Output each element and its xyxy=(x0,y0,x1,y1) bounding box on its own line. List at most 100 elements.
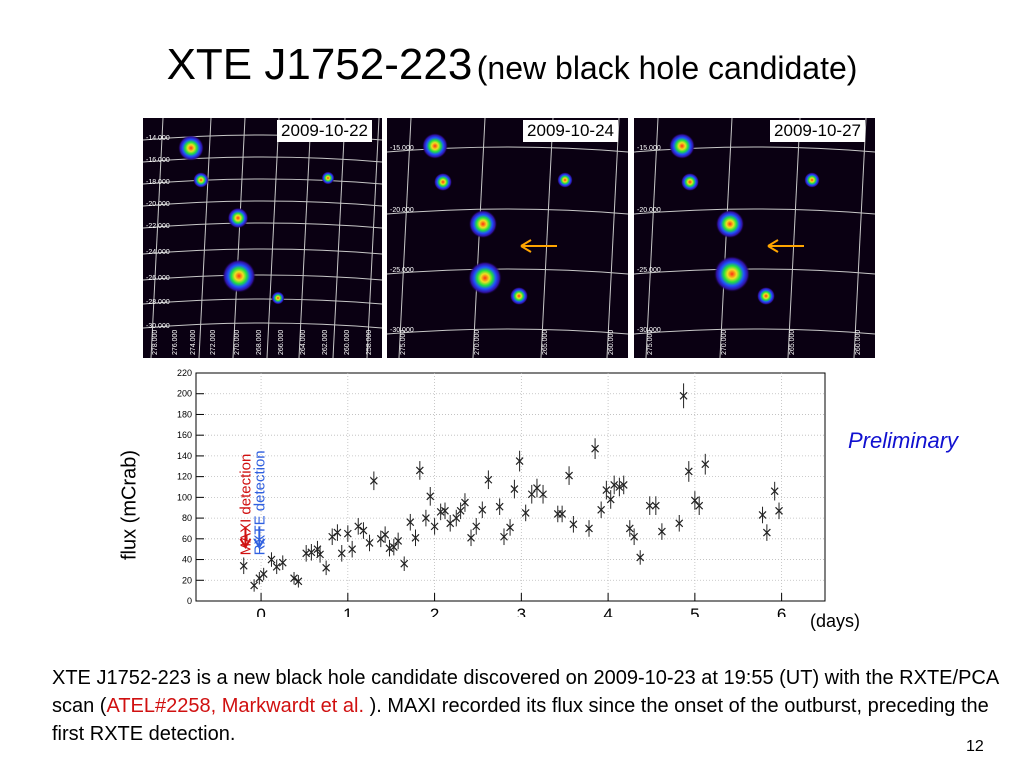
point-marker xyxy=(359,526,368,535)
right-ascension-label: 265.000 xyxy=(542,330,549,355)
point-marker xyxy=(446,519,455,528)
x-ray-source xyxy=(193,172,209,188)
point-marker xyxy=(441,506,449,515)
data-point xyxy=(506,519,514,536)
y-tick-label: 180 xyxy=(177,409,192,419)
image-date: 2009-10-22 xyxy=(277,120,372,142)
data-point xyxy=(411,529,420,547)
data-point xyxy=(294,575,303,588)
point-marker xyxy=(348,545,357,554)
title-subtitle: (new black hole candidate) xyxy=(476,50,858,86)
x-ray-source xyxy=(271,291,285,305)
right-ascension-label: 262.000 xyxy=(322,330,329,355)
grid-line xyxy=(398,118,412,358)
point-marker xyxy=(506,523,514,532)
right-ascension-label: 268.000 xyxy=(256,330,263,355)
grid-line xyxy=(472,118,486,358)
data-point xyxy=(684,461,693,482)
right-ascension-label: 270.000 xyxy=(474,330,481,355)
sky-map: -14.000 -16.000 -18.000 -20.000 -22.000 -24.0… xyxy=(143,118,382,358)
data-point xyxy=(290,571,298,585)
right-ascension-label: 272.000 xyxy=(210,330,217,355)
y-tick-label: 100 xyxy=(177,492,192,502)
right-ascension-label: 260.000 xyxy=(344,330,351,355)
point-marker xyxy=(539,490,547,499)
data-point xyxy=(354,518,363,535)
data-point xyxy=(636,550,645,565)
right-ascension-label: 266.000 xyxy=(278,330,285,355)
point-marker xyxy=(636,553,645,562)
data-point xyxy=(521,504,530,522)
y-tick-label: 120 xyxy=(177,472,192,482)
data-point xyxy=(267,552,276,567)
grid-line xyxy=(387,268,628,275)
declination-label: -16.000 xyxy=(146,157,170,164)
point-marker xyxy=(239,561,248,570)
right-ascension-label: 270.000 xyxy=(721,330,728,355)
data-point xyxy=(515,450,524,472)
grid-line xyxy=(143,322,382,329)
data-point xyxy=(675,514,684,532)
grid-line xyxy=(143,156,382,163)
grid-line xyxy=(606,118,620,358)
grid-line xyxy=(332,118,346,358)
right-ascension-label: 264.000 xyxy=(300,330,307,355)
data-point xyxy=(630,528,639,546)
point-marker xyxy=(684,467,693,476)
data-point xyxy=(441,502,449,520)
y-tick-label: 140 xyxy=(177,451,192,461)
preliminary-label: Preliminary xyxy=(848,428,959,453)
point-marker xyxy=(389,543,398,552)
point-marker xyxy=(515,457,524,466)
point-marker xyxy=(615,483,624,491)
x-ray-source xyxy=(222,259,256,293)
data-point xyxy=(585,520,593,537)
declination-label: -30.000 xyxy=(390,327,414,334)
data-point xyxy=(259,567,268,581)
data-point xyxy=(762,524,771,541)
grid-line xyxy=(387,208,628,215)
grid-line xyxy=(366,118,380,358)
point-marker xyxy=(625,524,634,533)
declination-label: -20.000 xyxy=(637,207,661,214)
x-ray-source xyxy=(715,209,745,239)
point-marker xyxy=(394,536,403,545)
data-point xyxy=(619,475,628,495)
point-marker xyxy=(278,558,287,567)
point-marker xyxy=(328,532,337,541)
x-tick-label: 3 xyxy=(517,605,526,617)
grid-line xyxy=(645,118,659,358)
declination-label: -18.000 xyxy=(146,179,170,186)
grid-line xyxy=(540,118,554,358)
right-ascension-label: 258.000 xyxy=(366,330,373,355)
x-ray-source xyxy=(468,209,498,239)
data-point xyxy=(565,466,573,485)
data-point xyxy=(415,461,424,480)
x-ray-source xyxy=(468,261,502,295)
grid-line xyxy=(634,208,875,215)
point-marker xyxy=(307,548,316,557)
grid-line xyxy=(853,118,867,358)
point-marker xyxy=(657,527,666,536)
right-ascension-label: 275.000 xyxy=(400,330,407,355)
point-marker xyxy=(495,502,504,511)
point-marker xyxy=(250,581,259,590)
point-marker xyxy=(510,485,519,493)
data-point xyxy=(461,493,469,512)
sky-image-2009-10-27: -15.000 -20.000 -25.000 -30.000 275.000 270.0… xyxy=(634,118,875,358)
point-marker xyxy=(602,486,611,495)
detection-label: MAXI detection xyxy=(237,454,254,556)
point-marker xyxy=(679,391,688,400)
y-tick-label: 40 xyxy=(182,555,192,565)
caption-text-1: XTE J1752-223 is a new black hole candid… xyxy=(52,667,999,717)
point-marker xyxy=(415,466,424,475)
grid-line xyxy=(634,146,875,153)
data-point xyxy=(446,514,455,532)
data-point xyxy=(322,560,331,576)
data-point xyxy=(389,538,398,556)
data-point xyxy=(533,478,541,498)
point-marker xyxy=(770,487,779,496)
data-point xyxy=(657,523,666,540)
data-point xyxy=(333,524,342,541)
data-point xyxy=(775,502,783,520)
